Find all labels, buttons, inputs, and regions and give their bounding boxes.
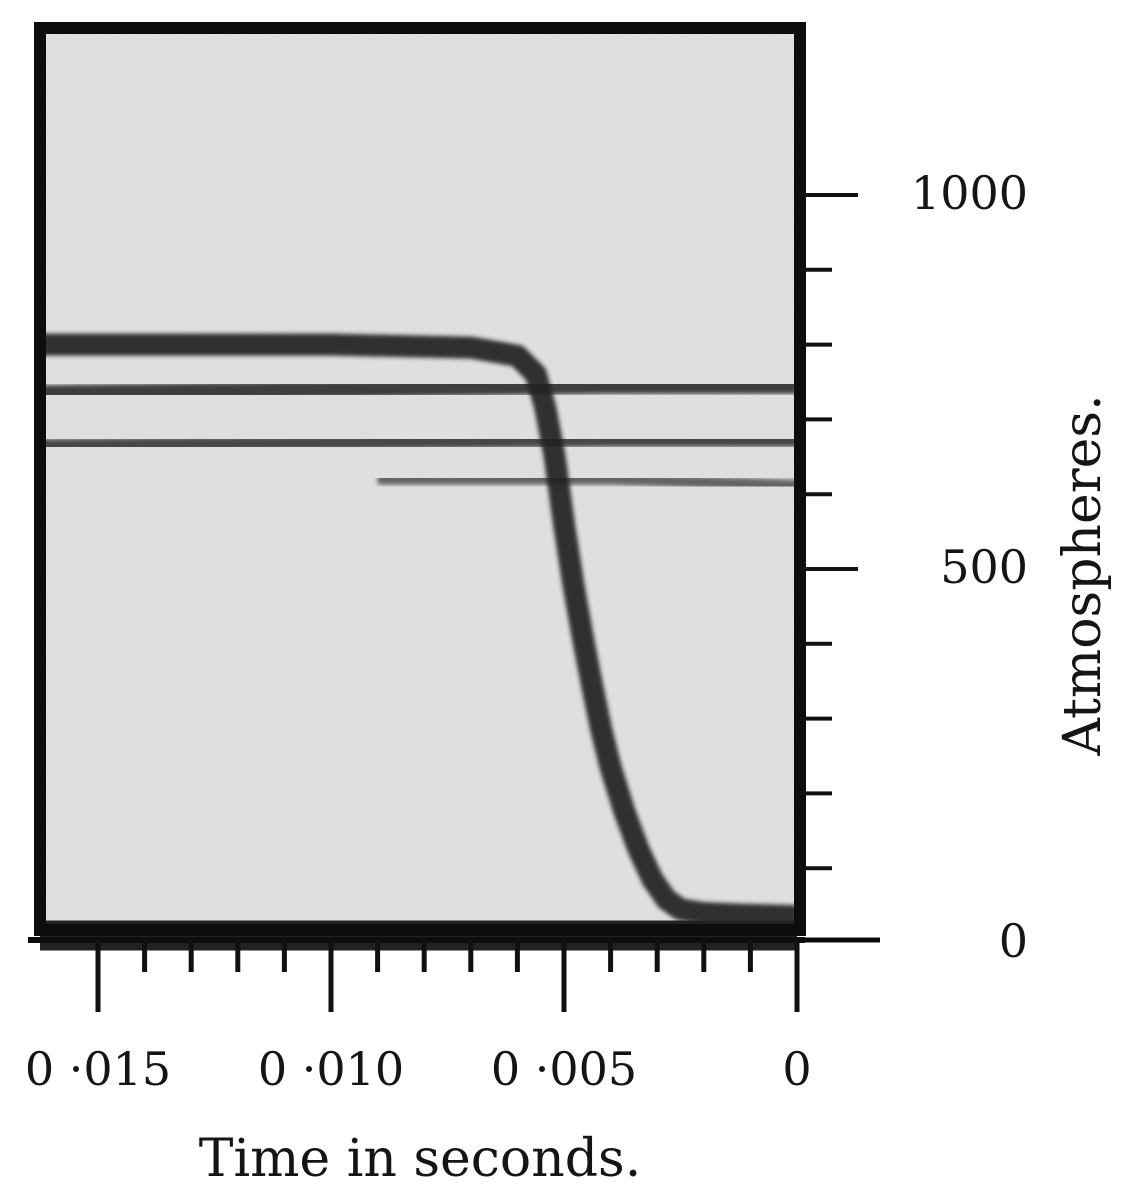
plot-frame: [34, 22, 806, 936]
series-line-4: [377, 473, 798, 491]
y-axis-title: Atmospheres.: [1053, 394, 1113, 756]
series-line-2: [39, 377, 797, 402]
y-tick-label: 500: [940, 540, 1028, 594]
x-tick-label: 0 ·015: [25, 1042, 171, 1096]
x-axis: 0 ·015 0 ·010 0 ·005 0: [25, 937, 812, 1096]
series-line-1: [40, 333, 798, 928]
y-tick-label: 0: [999, 914, 1028, 968]
y-tick-label: 1000: [911, 166, 1028, 220]
x-axis-title: Time in seconds.: [199, 1129, 641, 1189]
y-axis: 0 500 1000: [797, 166, 1028, 968]
x-tick-label: 0: [782, 1042, 811, 1096]
series-line-3: [39, 433, 797, 453]
x-tick-label: 0 ·010: [258, 1042, 404, 1096]
x-tick-label: 0 ·005: [491, 1042, 637, 1096]
